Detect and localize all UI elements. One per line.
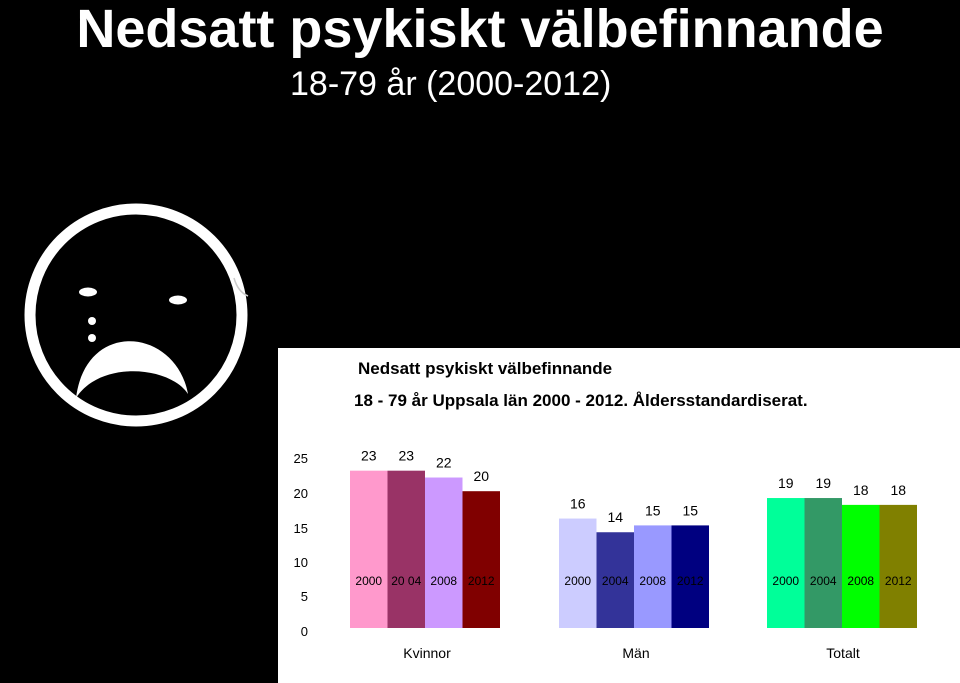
bar-kvinnor-3 bbox=[462, 491, 500, 628]
value-label: 14 bbox=[607, 509, 623, 525]
y-tick-label: 5 bbox=[301, 589, 308, 604]
bar-totalt-3 bbox=[879, 504, 917, 628]
y-tick-label: 15 bbox=[294, 521, 308, 536]
year-label: 2012 bbox=[468, 574, 495, 588]
year-label: 2000 bbox=[355, 574, 382, 588]
bar-totalt-2 bbox=[842, 504, 880, 628]
y-tick-label: 20 bbox=[294, 486, 308, 501]
bar-totalt-1 bbox=[804, 498, 842, 628]
y-tick-label: 10 bbox=[294, 555, 308, 570]
bar-män-0 bbox=[559, 518, 597, 628]
year-label: 2008 bbox=[430, 574, 457, 588]
bar-totalt-0 bbox=[767, 498, 805, 628]
value-label: 18 bbox=[853, 482, 869, 498]
value-label: 15 bbox=[645, 502, 661, 518]
year-label: 2004 bbox=[810, 574, 837, 588]
bar-kvinnor-0 bbox=[350, 470, 388, 628]
value-label: 15 bbox=[682, 502, 698, 518]
year-label: 2012 bbox=[677, 574, 704, 588]
year-label: 2000 bbox=[564, 574, 591, 588]
year-label: 2008 bbox=[639, 574, 666, 588]
group-label: Totalt bbox=[826, 645, 860, 661]
y-tick-label: 25 bbox=[294, 451, 308, 466]
value-label: 18 bbox=[890, 482, 906, 498]
chart-title: Nedsatt psykiskt välbefinnande bbox=[358, 359, 613, 378]
bar-kvinnor-2 bbox=[425, 477, 463, 628]
sad-face-icon bbox=[24, 203, 249, 427]
value-label: 22 bbox=[436, 455, 452, 471]
year-label: 2000 bbox=[772, 574, 799, 588]
slide-title: Nedsatt psykiskt välbefinnande bbox=[76, 0, 884, 59]
bar-män-3 bbox=[671, 525, 709, 628]
group-label: Män bbox=[622, 645, 649, 661]
slide-subtitle: 18-79 år (2000-2012) bbox=[290, 65, 612, 103]
chart-subtitle: 18 - 79 år Uppsala län 2000 - 2012. Ålde… bbox=[354, 391, 808, 410]
bar-kvinnor-1 bbox=[387, 470, 425, 628]
bar-män-2 bbox=[634, 525, 672, 628]
y-tick-label: 0 bbox=[301, 624, 308, 639]
year-label: 20 04 bbox=[391, 574, 421, 588]
year-label: 2004 bbox=[602, 574, 629, 588]
value-label: 23 bbox=[398, 448, 414, 464]
year-label: 2012 bbox=[885, 574, 912, 588]
group-label: Kvinnor bbox=[403, 645, 451, 661]
bar-män-1 bbox=[596, 532, 634, 628]
year-label: 2008 bbox=[847, 574, 874, 588]
value-label: 20 bbox=[473, 468, 489, 484]
value-label: 16 bbox=[570, 496, 586, 512]
value-label: 19 bbox=[815, 475, 831, 491]
value-label: 19 bbox=[778, 475, 794, 491]
value-label: 23 bbox=[361, 448, 377, 464]
